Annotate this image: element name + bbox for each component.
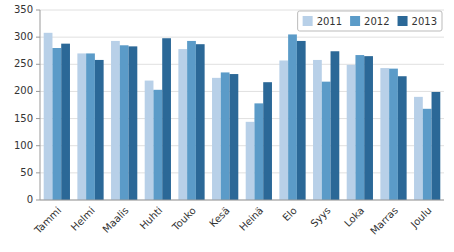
- y-tick: [36, 64, 40, 65]
- y-tick: [36, 118, 40, 119]
- bar: [380, 68, 389, 200]
- bar: [423, 109, 432, 200]
- bar: [279, 60, 288, 200]
- x-tick-label: Helmi: [69, 205, 97, 233]
- grid: [40, 10, 444, 200]
- bar: [263, 82, 272, 200]
- x-tick-label: Loka: [342, 205, 366, 229]
- bar: [111, 41, 120, 200]
- bar-series: [61, 38, 440, 200]
- y-tick-label: 250: [14, 58, 33, 69]
- bar: [153, 90, 162, 200]
- bar: [230, 74, 239, 200]
- bar: [178, 49, 187, 200]
- x-tick-label: Tammi: [32, 205, 64, 237]
- legend-label: 2013: [412, 16, 437, 27]
- grid-line: [40, 10, 444, 11]
- x-tick-label: Joulu: [408, 205, 434, 231]
- bar: [77, 53, 86, 200]
- bar: [145, 81, 154, 200]
- bar: [246, 122, 255, 200]
- x-tick-label: Marras: [368, 205, 400, 237]
- y-axis-line: [40, 10, 41, 200]
- bar: [432, 92, 441, 200]
- grid-line: [40, 37, 444, 38]
- bar: [389, 69, 398, 200]
- bar: [129, 46, 138, 200]
- legend: 2011 2012 2013: [298, 11, 442, 31]
- bar: [61, 44, 70, 200]
- y-tick-label: 200: [14, 85, 33, 96]
- y-tick-label: 0: [27, 194, 33, 205]
- y-tick-label: 100: [14, 140, 33, 151]
- legend-swatch: [350, 16, 360, 26]
- bars: [44, 33, 441, 200]
- grid-line: [40, 200, 444, 201]
- bar: [288, 34, 297, 200]
- bar: [313, 60, 322, 200]
- y-tick: [36, 10, 40, 11]
- y-tick: [36, 172, 40, 173]
- legend-box: [298, 11, 442, 31]
- y-tick: [36, 37, 40, 38]
- x-tick-label: Heinä: [237, 205, 265, 233]
- bar: [221, 72, 230, 200]
- y-tick: [36, 145, 40, 146]
- bar: [86, 53, 95, 200]
- y-tick-label: 50: [20, 167, 33, 178]
- bar: [95, 60, 104, 200]
- bar: [44, 33, 53, 200]
- bar: [355, 55, 364, 200]
- bar-series: [52, 34, 431, 200]
- legend-swatch: [303, 16, 313, 26]
- bar: [364, 56, 373, 200]
- bar: [398, 76, 407, 200]
- bar: [120, 45, 129, 200]
- bar: [162, 38, 171, 200]
- y-tick: [36, 200, 40, 201]
- bar: [322, 82, 331, 200]
- x-tick-label: Touko: [169, 205, 198, 234]
- x-axis-line: [40, 200, 444, 201]
- bar: [414, 97, 423, 200]
- legend-label: 2012: [364, 16, 389, 27]
- bar: [254, 103, 263, 200]
- x-tick-label: Maalis: [101, 205, 131, 235]
- x-tick-label: Syys: [308, 205, 332, 229]
- chart-svg: 0 50 100 150 200 250 300 350 TammiHelmiMaalis Huh…: [0, 0, 454, 252]
- legend-swatch: [398, 16, 408, 26]
- bar: [212, 78, 221, 200]
- bar: [187, 41, 196, 200]
- x-tick-label: Elo: [280, 205, 299, 224]
- x-tick-label: Huhti: [138, 205, 165, 232]
- bar: [297, 41, 306, 200]
- bar: [347, 65, 356, 200]
- y-axis: 0 50 100 150 200 250 300 350: [14, 4, 40, 205]
- bar: [52, 48, 61, 200]
- bar: [196, 44, 205, 200]
- y-tick-label: 300: [14, 31, 33, 42]
- x-axis: TammiHelmiMaalis HuhtiTouko KesäHeinä Elo Sy…: [32, 205, 434, 237]
- chart-container: 0 50 100 150 200 250 300 350 TammiHelmiMaalis Huh…: [0, 0, 454, 252]
- y-tick: [36, 91, 40, 92]
- y-tick-label: 150: [14, 113, 33, 124]
- x-tick-label: Kesä: [207, 205, 231, 229]
- legend-label: 2011: [317, 16, 342, 27]
- bar: [331, 51, 340, 200]
- bar-series: [44, 33, 423, 200]
- y-tick-label: 350: [14, 4, 33, 15]
